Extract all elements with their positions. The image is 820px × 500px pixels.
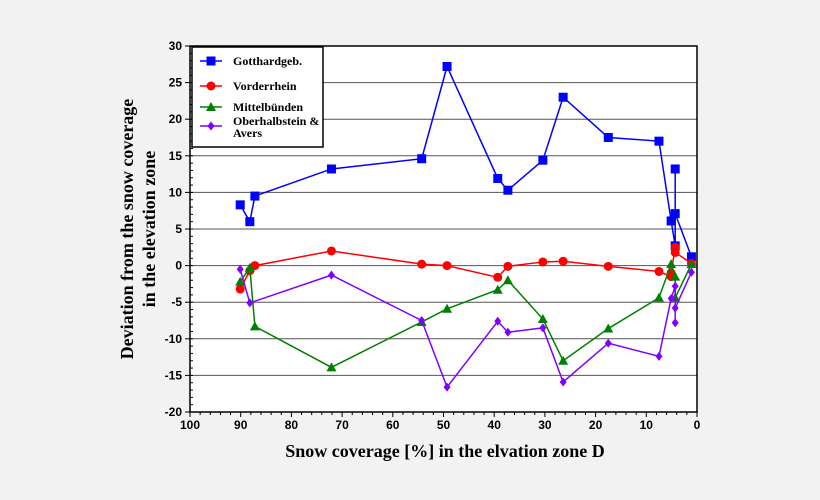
y-tick-label: -5 <box>171 295 182 309</box>
data-point-circle <box>326 246 336 256</box>
data-point-square <box>558 92 568 102</box>
data-point-square <box>654 136 664 146</box>
data-point-diamond <box>418 316 426 325</box>
data-point-diamond <box>655 351 663 361</box>
data-point-triangle <box>206 102 216 111</box>
data-point-square <box>503 185 513 195</box>
x-tick-label: 50 <box>437 418 451 432</box>
data-point-diamond <box>207 121 215 131</box>
data-point-circle <box>442 261 452 271</box>
data-point-diamond <box>494 316 502 326</box>
x-tick-label: 70 <box>335 418 349 432</box>
plot-frame <box>189 45 698 413</box>
data-point-triangle <box>326 362 337 372</box>
y-tick-label: 10 <box>169 185 183 199</box>
data-point-circle <box>538 257 548 267</box>
data-point-square <box>245 217 255 227</box>
x-tick-label: 60 <box>386 418 400 432</box>
legend-label: Vorderrhein <box>233 79 297 93</box>
data-point-square <box>442 61 452 71</box>
x-tick-label: 30 <box>538 418 552 432</box>
y-tick-label: 0 <box>175 259 182 273</box>
y-tick-label: 5 <box>175 222 182 236</box>
legend-label: Oberhalbstein & <box>233 114 319 128</box>
data-point-circle <box>235 284 245 294</box>
data-point-circle <box>654 266 664 276</box>
series-line <box>239 261 693 369</box>
x-tick-label: 20 <box>589 418 603 432</box>
data-point-triangle <box>537 314 548 324</box>
y-tick-label: 20 <box>169 112 183 126</box>
x-tick-label: 100 <box>180 418 200 432</box>
data-point-square <box>670 164 680 174</box>
data-point-circle <box>417 259 427 269</box>
data-point-circle <box>670 247 680 257</box>
y-tick-label: -20 <box>165 405 183 419</box>
x-tick-label: 10 <box>640 418 654 432</box>
y-axis-label-line1: Deviation from the snow coverage <box>117 99 137 360</box>
data-point-triangle <box>653 292 664 302</box>
data-point-square <box>250 191 260 201</box>
data-point-circle <box>493 272 503 282</box>
legend-label: Avers <box>233 126 262 140</box>
data-point-square <box>235 200 245 210</box>
data-point-circle <box>558 256 568 266</box>
data-point-triangle <box>670 271 681 281</box>
series-0 <box>235 61 696 262</box>
data-point-square <box>538 155 548 165</box>
data-point-triangle <box>235 276 246 286</box>
data-point-diamond <box>671 303 679 313</box>
y-tick-label: 30 <box>169 39 183 53</box>
data-point-triangle <box>244 262 255 272</box>
data-point-triangle <box>502 275 513 285</box>
data-point-square <box>670 209 680 219</box>
data-point-circle <box>603 261 613 271</box>
x-tick-label: 0 <box>694 418 701 432</box>
data-point-diamond <box>327 270 335 280</box>
data-point-triangle <box>492 284 503 294</box>
data-point-circle <box>206 81 216 91</box>
legend-label: Gotthardgeb. <box>233 54 302 68</box>
data-point-triangle <box>442 303 453 313</box>
series-2 <box>235 259 697 372</box>
data-point-diamond <box>687 267 695 277</box>
data-point-diamond <box>604 338 612 348</box>
y-axis-label-line2: in the elevation zone <box>139 151 159 307</box>
data-point-diamond <box>504 327 512 337</box>
y-tick-label: 25 <box>169 76 183 90</box>
x-tick-label: 90 <box>234 418 248 432</box>
data-point-circle <box>250 261 260 271</box>
x-axis-label: Snow coverage [%] in the elvation zone D <box>285 441 604 461</box>
y-tick-label: -15 <box>165 368 183 382</box>
x-tick-label: 40 <box>488 418 502 432</box>
data-point-triangle <box>686 259 697 269</box>
data-point-diamond <box>539 323 547 333</box>
data-point-diamond <box>443 382 451 392</box>
y-tick-label: 15 <box>169 149 183 163</box>
data-point-square <box>666 216 676 226</box>
data-point-diamond <box>667 294 675 304</box>
data-point-triangle <box>666 259 677 269</box>
data-point-triangle <box>603 323 614 333</box>
x-tick-label: 80 <box>285 418 299 432</box>
data-point-square <box>417 154 427 164</box>
data-point-diamond <box>246 298 254 308</box>
data-point-diamond <box>236 264 244 274</box>
data-point-triangle <box>558 355 569 365</box>
legend-label: Mittelbünden <box>233 100 303 114</box>
data-point-diamond <box>671 281 679 291</box>
data-point-square <box>686 252 696 262</box>
data-point-circle <box>503 261 513 271</box>
series-3 <box>236 264 695 392</box>
data-point-square <box>326 164 336 174</box>
data-point-diamond <box>559 377 567 387</box>
data-point-diamond <box>671 318 679 328</box>
data-point-square <box>206 56 216 66</box>
data-point-square <box>493 173 503 183</box>
y-tick-label: -10 <box>165 332 183 346</box>
legend: Gotthardgeb. Vorderrhein MittelbündenOberh… <box>191 46 324 148</box>
data-point-triangle <box>249 321 260 331</box>
data-point-square <box>603 133 613 142</box>
